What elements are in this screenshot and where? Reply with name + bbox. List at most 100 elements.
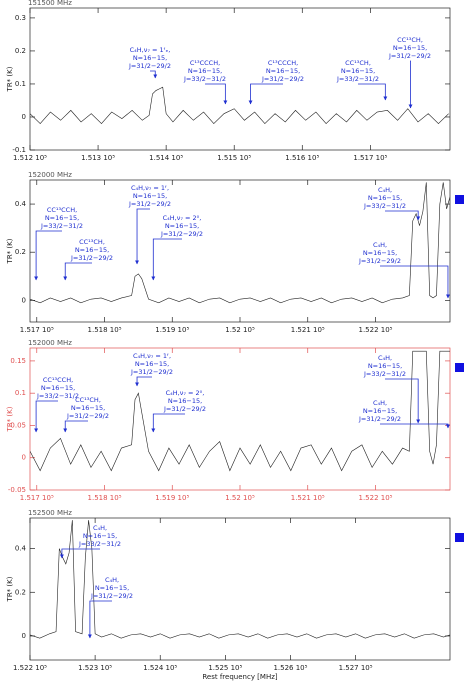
x-tick-label: 1.518 10⁵: [88, 494, 122, 502]
y-tick-label: 0.15: [10, 357, 26, 365]
annotation-text: C₄H,ν₇ = 2⁰,: [166, 389, 205, 397]
annotation-arrow: [63, 420, 88, 433]
annotation-arrow: [59, 548, 100, 559]
annotation-text: N=16−15,: [133, 54, 167, 62]
annotation-text: J=31/2−29/2: [358, 415, 401, 423]
annotation-arrow: [380, 423, 450, 429]
annotation-text: J=31/2−29/2: [128, 200, 171, 208]
panel-marker[interactable]: [455, 363, 464, 372]
annotation-text: N=16−15,: [133, 192, 167, 200]
annotation-arrow: [135, 376, 152, 387]
annotation-text: N=16−15,: [266, 67, 300, 75]
annotation-text: C¹³CCCH,: [268, 59, 298, 67]
annotation-arrow: [87, 600, 112, 639]
y-axis-label: TR* (K): [6, 576, 14, 602]
annotation-text: N=16−15,: [71, 404, 105, 412]
y-tick-label: 0: [22, 296, 26, 304]
annotation-arrow: [385, 210, 421, 221]
plot-frame: [29, 517, 451, 661]
panel-title: 152000 MHz: [28, 339, 72, 347]
x-tick-label: 1.517 10⁵: [20, 326, 54, 334]
y-axis-label: TR* (K): [6, 238, 14, 264]
spectrum-line: [30, 182, 450, 304]
annotation-text: N=16−15,: [95, 584, 129, 592]
annotation-text: J=33/2−31/2: [40, 222, 83, 230]
y-axis-label: TR* (K): [6, 66, 14, 92]
annotation-arrow: [408, 60, 413, 109]
panel-title: 151500 MHz: [28, 0, 72, 7]
y-tick-label: 0.2: [15, 248, 26, 256]
annotation-text: CC¹³CH,: [345, 59, 371, 67]
spectrum-line: [30, 350, 450, 472]
y-tick-label: 0.3: [15, 14, 26, 22]
x-tick-label: 1.521 10⁵: [291, 494, 325, 502]
annotation-text: J=31/2−29/2: [128, 62, 171, 70]
annotation-text: J=31/2−29/2: [261, 75, 304, 83]
annotation-text: J=33/2−31/2: [183, 75, 226, 83]
x-tick-label: 1.517 10⁵: [20, 494, 54, 502]
x-tick-label: 1.517 10⁵: [353, 154, 387, 162]
panel-title: 152000 MHz: [28, 171, 72, 179]
annotation-text: J=31/2−29/2: [90, 592, 133, 600]
annotation-text: N=16−15,: [83, 532, 117, 540]
annotation-arrow: [151, 238, 182, 281]
annotation-text: J=33/2−31/2: [363, 370, 406, 378]
annotation-text: N=16−15,: [393, 44, 427, 52]
annotation-arrow: [205, 83, 228, 105]
annotation-arrow: [34, 230, 62, 281]
x-tick-label: 1.527 10⁵: [339, 664, 373, 672]
annotation-text: CC¹³CH,: [397, 36, 423, 44]
x-tick-label: 1.516 10⁵: [285, 154, 319, 162]
x-tick-label: 1.518 10⁵: [88, 326, 122, 334]
x-tick-label: 1.52 10⁵: [225, 494, 255, 502]
annotation-text: J=33/2−31/2: [36, 392, 79, 400]
x-tick-label: 1.514 10⁵: [149, 154, 183, 162]
y-tick-label: 0.4: [15, 200, 27, 208]
annotation-text: C₄H,ν₇ = 1ᶠₑ,: [130, 46, 171, 54]
x-tick-label: 1.519 10⁵: [155, 494, 189, 502]
x-axis-label: Rest frequency [MHz]: [202, 673, 278, 681]
annotation-text: C₄H,ν₇ = 1ᶠ,: [133, 352, 171, 360]
annotation-text: N=16−15,: [341, 67, 375, 75]
annotation-arrow: [358, 83, 388, 101]
annotation-text: CC¹³CH,: [79, 238, 105, 246]
annotation-arrow: [151, 413, 185, 433]
y-tick-label: 0: [22, 454, 26, 462]
y-tick-label: 0: [22, 632, 26, 640]
x-tick-label: 1.519 10⁵: [155, 326, 189, 334]
x-tick-label: 1.521 10⁵: [291, 326, 325, 334]
annotation-text: N=16−15,: [45, 214, 79, 222]
x-tick-label: 1.513 10⁵: [81, 154, 115, 162]
panel-marker[interactable]: [455, 195, 464, 204]
annotation-text: C₄H,: [93, 524, 107, 532]
y-tick-label: -0.1: [12, 146, 26, 154]
annotation-text: J=31/2−29/2: [66, 412, 109, 420]
annotation-text: CC¹³CCH,: [47, 206, 77, 214]
annotation-text: N=16−15,: [188, 67, 222, 75]
panel-title: 152500 MHz: [28, 509, 72, 517]
annotation-text: J=33/2−31/2: [363, 202, 406, 210]
x-tick-label: 1.515 10⁵: [217, 154, 251, 162]
panel-marker[interactable]: [455, 533, 464, 542]
y-axis-label: TR* (K): [6, 406, 14, 432]
annotation-text: J=31/2−29/2: [358, 257, 401, 265]
annotation-text: C₄H,: [105, 576, 119, 584]
y-tick-label: 0.1: [15, 389, 26, 397]
annotation-text: J=31/2−29/2: [70, 254, 113, 262]
annotation-text: C¹³CCCH,: [190, 59, 220, 67]
x-tick-label: 1.522 10⁵: [13, 664, 47, 672]
annotation-arrow: [248, 83, 283, 105]
x-tick-label: 1.526 10⁵: [273, 664, 307, 672]
x-tick-label: 1.512 10⁵: [13, 154, 47, 162]
annotation-text: C₄H,: [378, 186, 392, 194]
annotation-text: J=33/2−31/2: [78, 540, 121, 548]
annotation-text: C₄H,: [378, 354, 392, 362]
annotation-text: N=16−15,: [368, 194, 402, 202]
annotation-text: N=16−15,: [363, 407, 397, 415]
annotation-text: J=31/2−29/2: [130, 368, 173, 376]
x-tick-label: 1.524 10⁵: [143, 664, 177, 672]
y-tick-label: 0.4: [15, 545, 27, 553]
x-tick-label: 1.525 10⁵: [208, 664, 242, 672]
annotation-arrow: [385, 378, 421, 424]
